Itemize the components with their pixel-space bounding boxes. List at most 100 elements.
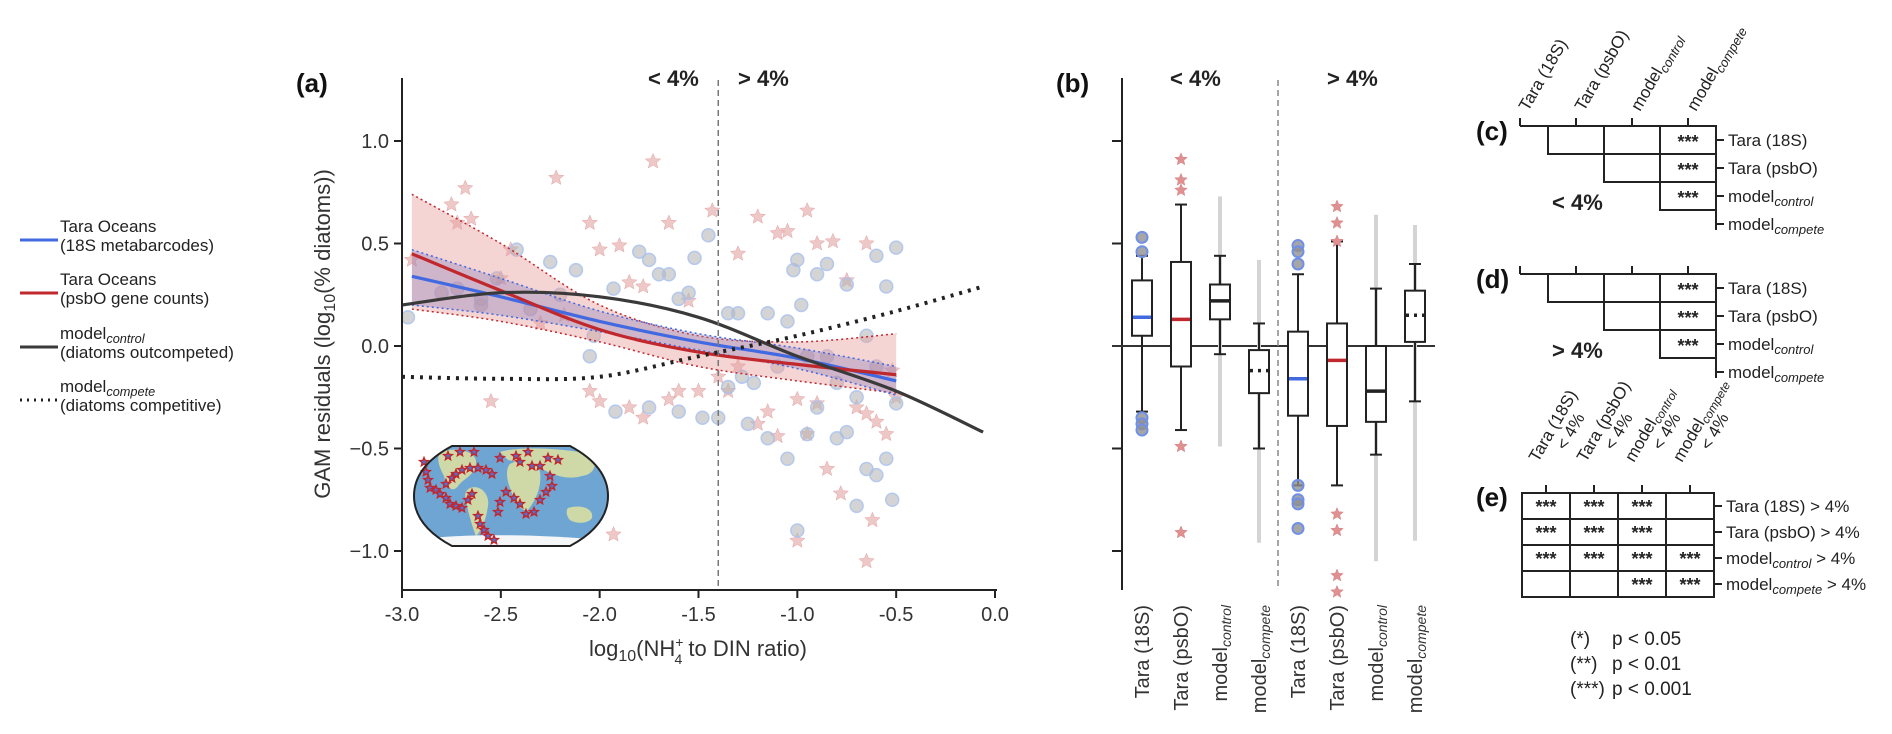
significance-stars: *** bbox=[1679, 575, 1700, 595]
map-station bbox=[543, 469, 557, 482]
psbo-point bbox=[443, 195, 460, 212]
18s-point bbox=[641, 252, 657, 268]
legend-label-model_control: modelcontrol bbox=[60, 324, 146, 346]
psbo-point bbox=[547, 169, 565, 185]
panel-a-label: (a) bbox=[296, 68, 328, 98]
ci-band-tara18s bbox=[411, 249, 897, 396]
psbo-point bbox=[670, 382, 687, 399]
psbo-point bbox=[621, 398, 638, 415]
map-station bbox=[479, 463, 493, 476]
matrix-cell bbox=[1603, 153, 1661, 183]
threshold-label-left: < 4% bbox=[648, 66, 699, 91]
matrix-cell bbox=[1665, 518, 1715, 546]
sig-symbol: (***) bbox=[1570, 679, 1605, 700]
map-station bbox=[423, 481, 437, 494]
18s-point bbox=[819, 256, 835, 272]
psbo-point bbox=[789, 532, 806, 548]
group-label: > 4% bbox=[1552, 338, 1603, 363]
18s-point bbox=[608, 404, 623, 419]
psbo-point bbox=[858, 234, 875, 251]
psbo-point bbox=[591, 241, 608, 257]
significance-stars: *** bbox=[1583, 549, 1604, 569]
legend-item-tara18s: Tara Oceans(18S metabarcodes) bbox=[20, 217, 214, 255]
18s-point bbox=[740, 416, 756, 432]
18s-point bbox=[489, 271, 505, 286]
18s-point bbox=[780, 314, 795, 329]
18s-point bbox=[760, 305, 775, 321]
18s-point bbox=[849, 390, 864, 405]
significance-stars: *** bbox=[1677, 132, 1698, 152]
psbo-point bbox=[605, 525, 622, 542]
map-station bbox=[471, 461, 485, 474]
18s-point bbox=[790, 252, 805, 268]
x-axis-label: log10(NH+ 4 to DIN ratio) bbox=[589, 634, 807, 667]
row-label: modelcontrol > 4% bbox=[1726, 549, 1855, 571]
panel-d: (d) *** *** *** Tara (18S) Tara (psbO) modelco… bbox=[1476, 264, 1824, 385]
map-station bbox=[465, 487, 479, 500]
sig-threshold: p < 0.05 bbox=[1612, 629, 1681, 650]
outlier-star bbox=[1330, 234, 1344, 248]
legend-sublabel-tara18s: (18S metabarcodes) bbox=[60, 236, 214, 255]
outlier-point bbox=[1135, 245, 1149, 259]
row-label: Tara (18S) bbox=[1728, 131, 1807, 150]
matrix-cell bbox=[1603, 125, 1661, 155]
18s-point bbox=[734, 369, 750, 384]
group-label: < 4% bbox=[1552, 190, 1603, 215]
psbo-point bbox=[634, 277, 652, 294]
y-tick-label: 0.5 bbox=[361, 234, 389, 256]
outlier-star bbox=[1330, 199, 1344, 213]
col-label: Tara (18S) bbox=[1515, 36, 1571, 114]
map-station bbox=[525, 459, 539, 472]
map-station bbox=[443, 497, 457, 510]
map-continent bbox=[566, 506, 593, 523]
matrix-cell bbox=[1569, 570, 1619, 598]
legend-label-psbo: Tara Oceans bbox=[60, 270, 156, 289]
significance-stars: *** bbox=[1583, 497, 1604, 517]
psbo-point bbox=[660, 390, 678, 407]
outlier-star bbox=[1330, 568, 1344, 582]
threshold-label-left-b: < 4% bbox=[1170, 66, 1221, 91]
outlier-star bbox=[1174, 525, 1188, 539]
legend-item-psbo: Tara Oceans(psbO gene counts) bbox=[20, 270, 209, 308]
matrix-cell bbox=[1547, 273, 1605, 303]
psbo-point bbox=[832, 484, 850, 501]
outlier-point bbox=[1291, 257, 1305, 271]
18s-point bbox=[794, 297, 809, 313]
fit-line-model_control bbox=[402, 290, 984, 434]
map-station bbox=[433, 487, 447, 500]
18s-point bbox=[687, 250, 702, 266]
psbo-point bbox=[818, 460, 836, 477]
map-station bbox=[487, 533, 501, 546]
18s-point bbox=[839, 424, 854, 440]
significance-stars: *** bbox=[1677, 188, 1698, 208]
map-station bbox=[513, 455, 527, 468]
18s-point bbox=[884, 492, 900, 507]
18s-point bbox=[879, 451, 894, 466]
map-continent bbox=[420, 535, 600, 546]
ci-bands bbox=[411, 193, 897, 396]
18s-point bbox=[869, 248, 884, 264]
map-station bbox=[441, 449, 455, 462]
outlier-star bbox=[1174, 152, 1188, 166]
row-label: Tara (psbO) bbox=[1728, 307, 1818, 326]
psbo-point bbox=[456, 179, 474, 196]
category-label: modelcompete bbox=[1249, 605, 1273, 713]
significance-stars: *** bbox=[1535, 549, 1556, 569]
map-land bbox=[420, 448, 600, 546]
fit-line-model_compete bbox=[402, 284, 984, 382]
matrix-cell bbox=[1569, 518, 1619, 546]
boxplot-6: modelcontrol bbox=[1365, 214, 1390, 702]
y-axis-label: GAM residuals (log10(% diatoms)) bbox=[310, 169, 339, 499]
psbo-point bbox=[878, 425, 895, 442]
legend-sublabel-model_compete: (diatoms competitive) bbox=[60, 396, 222, 415]
sig-threshold: p < 0.01 bbox=[1612, 654, 1681, 675]
psbo-point bbox=[660, 214, 678, 231]
18s-point bbox=[879, 279, 894, 294]
psbo-point bbox=[581, 214, 599, 231]
psbo-point bbox=[858, 552, 875, 569]
map-station bbox=[527, 505, 541, 518]
boxplot-3: modelcompete bbox=[1248, 259, 1273, 713]
category-label: Tara (18S) bbox=[1132, 605, 1154, 698]
map-station bbox=[507, 491, 521, 504]
outlier-star bbox=[1174, 172, 1188, 186]
